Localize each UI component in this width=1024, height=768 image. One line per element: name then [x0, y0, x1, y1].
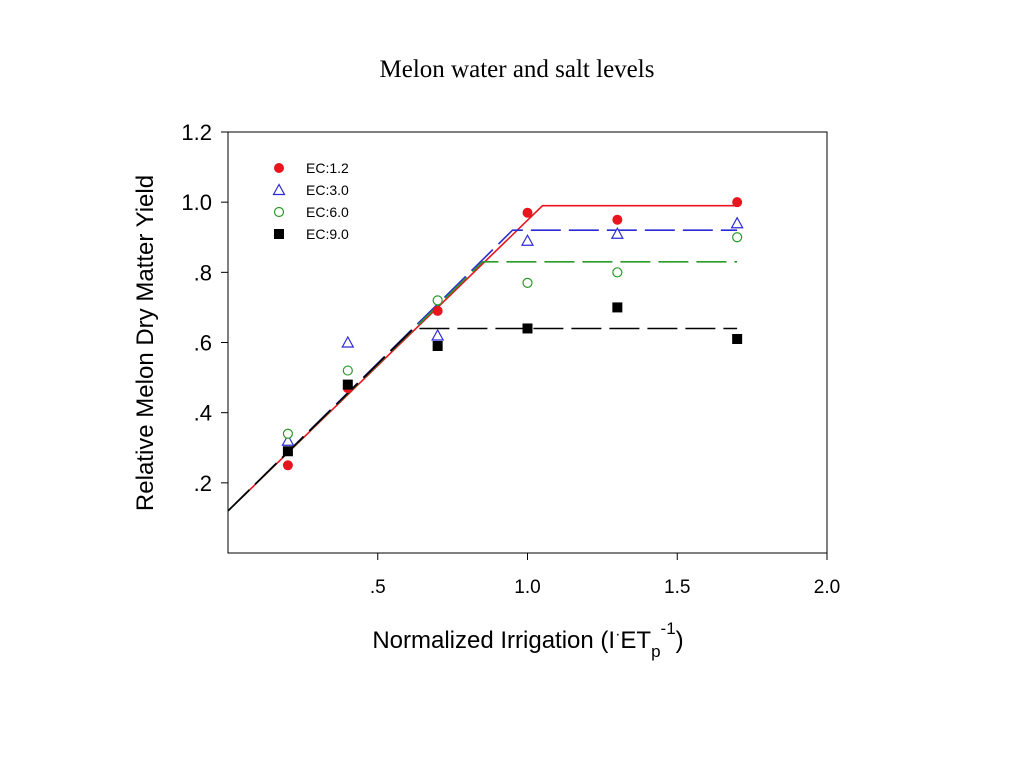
legend-marker-3 — [273, 206, 285, 218]
legend-label-3: EC:6.0 — [306, 204, 349, 220]
data-point-s2-2 — [341, 335, 355, 348]
y-tick-label-1: .2 — [194, 471, 212, 496]
y-tick-label-2: .4 — [194, 401, 212, 426]
x-tick-label-2: 1.0 — [514, 577, 540, 598]
data-point-s2-5 — [610, 226, 624, 239]
data-point-s3-2 — [342, 365, 353, 376]
data-point-s2-6 — [730, 216, 744, 229]
data-point-s4-6 — [732, 333, 743, 344]
data-point-s4-5 — [612, 302, 623, 313]
x-axis-label-superscript: -1 — [661, 619, 676, 638]
legend: EC:1.2 EC:3.0 EC:6.0 EC:9.0 — [272, 160, 349, 242]
data-point-s3-6 — [732, 232, 743, 243]
x-axis-label-main: Normalized Irrigation (I — [372, 627, 615, 654]
fit-line-3 — [227, 260, 738, 512]
x-axis-label-subscript: p — [651, 642, 660, 661]
y-tick-label-3: .6 — [194, 331, 212, 356]
data-point-s3-3 — [432, 295, 443, 306]
data-point-s4-3 — [432, 341, 443, 352]
legend-marker-1 — [274, 163, 284, 173]
chart-title: Melon water and salt levels — [380, 56, 655, 83]
data-point-s2-3 — [431, 328, 445, 341]
x-axis-label-close: ) — [676, 627, 684, 654]
data-point-s1-3 — [432, 305, 443, 316]
x-tick-label-4: 2.0 — [814, 577, 840, 598]
data-points — [281, 197, 744, 471]
data-point-s1-5 — [612, 214, 623, 225]
axis-ticks: .5 1.0 1.5 2.0 .2 .4 .6 .8 1.0 1.2 — [181, 120, 840, 598]
y-tick-label-4: .8 — [194, 260, 212, 285]
legend-marker-2 — [272, 183, 286, 196]
y-axis-label: Relative Melon Dry Matter Yield — [132, 175, 159, 511]
legend-label-4: EC:9.0 — [306, 226, 349, 242]
y-tick-label-5: 1.0 — [181, 190, 212, 215]
data-point-s4-2 — [342, 379, 353, 390]
legend-label-1: EC:1.2 — [306, 160, 349, 176]
data-point-s3-1 — [282, 428, 293, 439]
x-tick-label-3: 1.5 — [664, 577, 690, 598]
data-point-s3-5 — [612, 267, 623, 278]
data-point-s1-6 — [732, 197, 743, 208]
fit-line-2 — [227, 229, 738, 512]
data-point-s2-1 — [281, 433, 295, 446]
data-point-s4-1 — [282, 446, 293, 457]
data-point-s1-4 — [522, 207, 533, 218]
fit-lines — [227, 204, 738, 512]
x-tick-label-1: .5 — [370, 577, 386, 598]
data-point-s1-1 — [282, 460, 293, 471]
data-point-s3-4 — [522, 277, 533, 288]
x-axis-label-dot: · — [615, 626, 620, 643]
fit-line-1 — [227, 204, 738, 512]
y-tick-label-6: 1.2 — [181, 120, 212, 145]
legend-marker-4 — [274, 229, 284, 239]
data-point-s2-4 — [520, 234, 535, 246]
fit-line-4 — [227, 327, 738, 512]
x-axis-label: Normalized Irrigation (I·ETp-1) — [372, 619, 683, 661]
x-axis-label-et: ET — [620, 627, 651, 654]
legend-label-2: EC:3.0 — [306, 182, 349, 198]
data-point-s4-4 — [522, 323, 533, 334]
